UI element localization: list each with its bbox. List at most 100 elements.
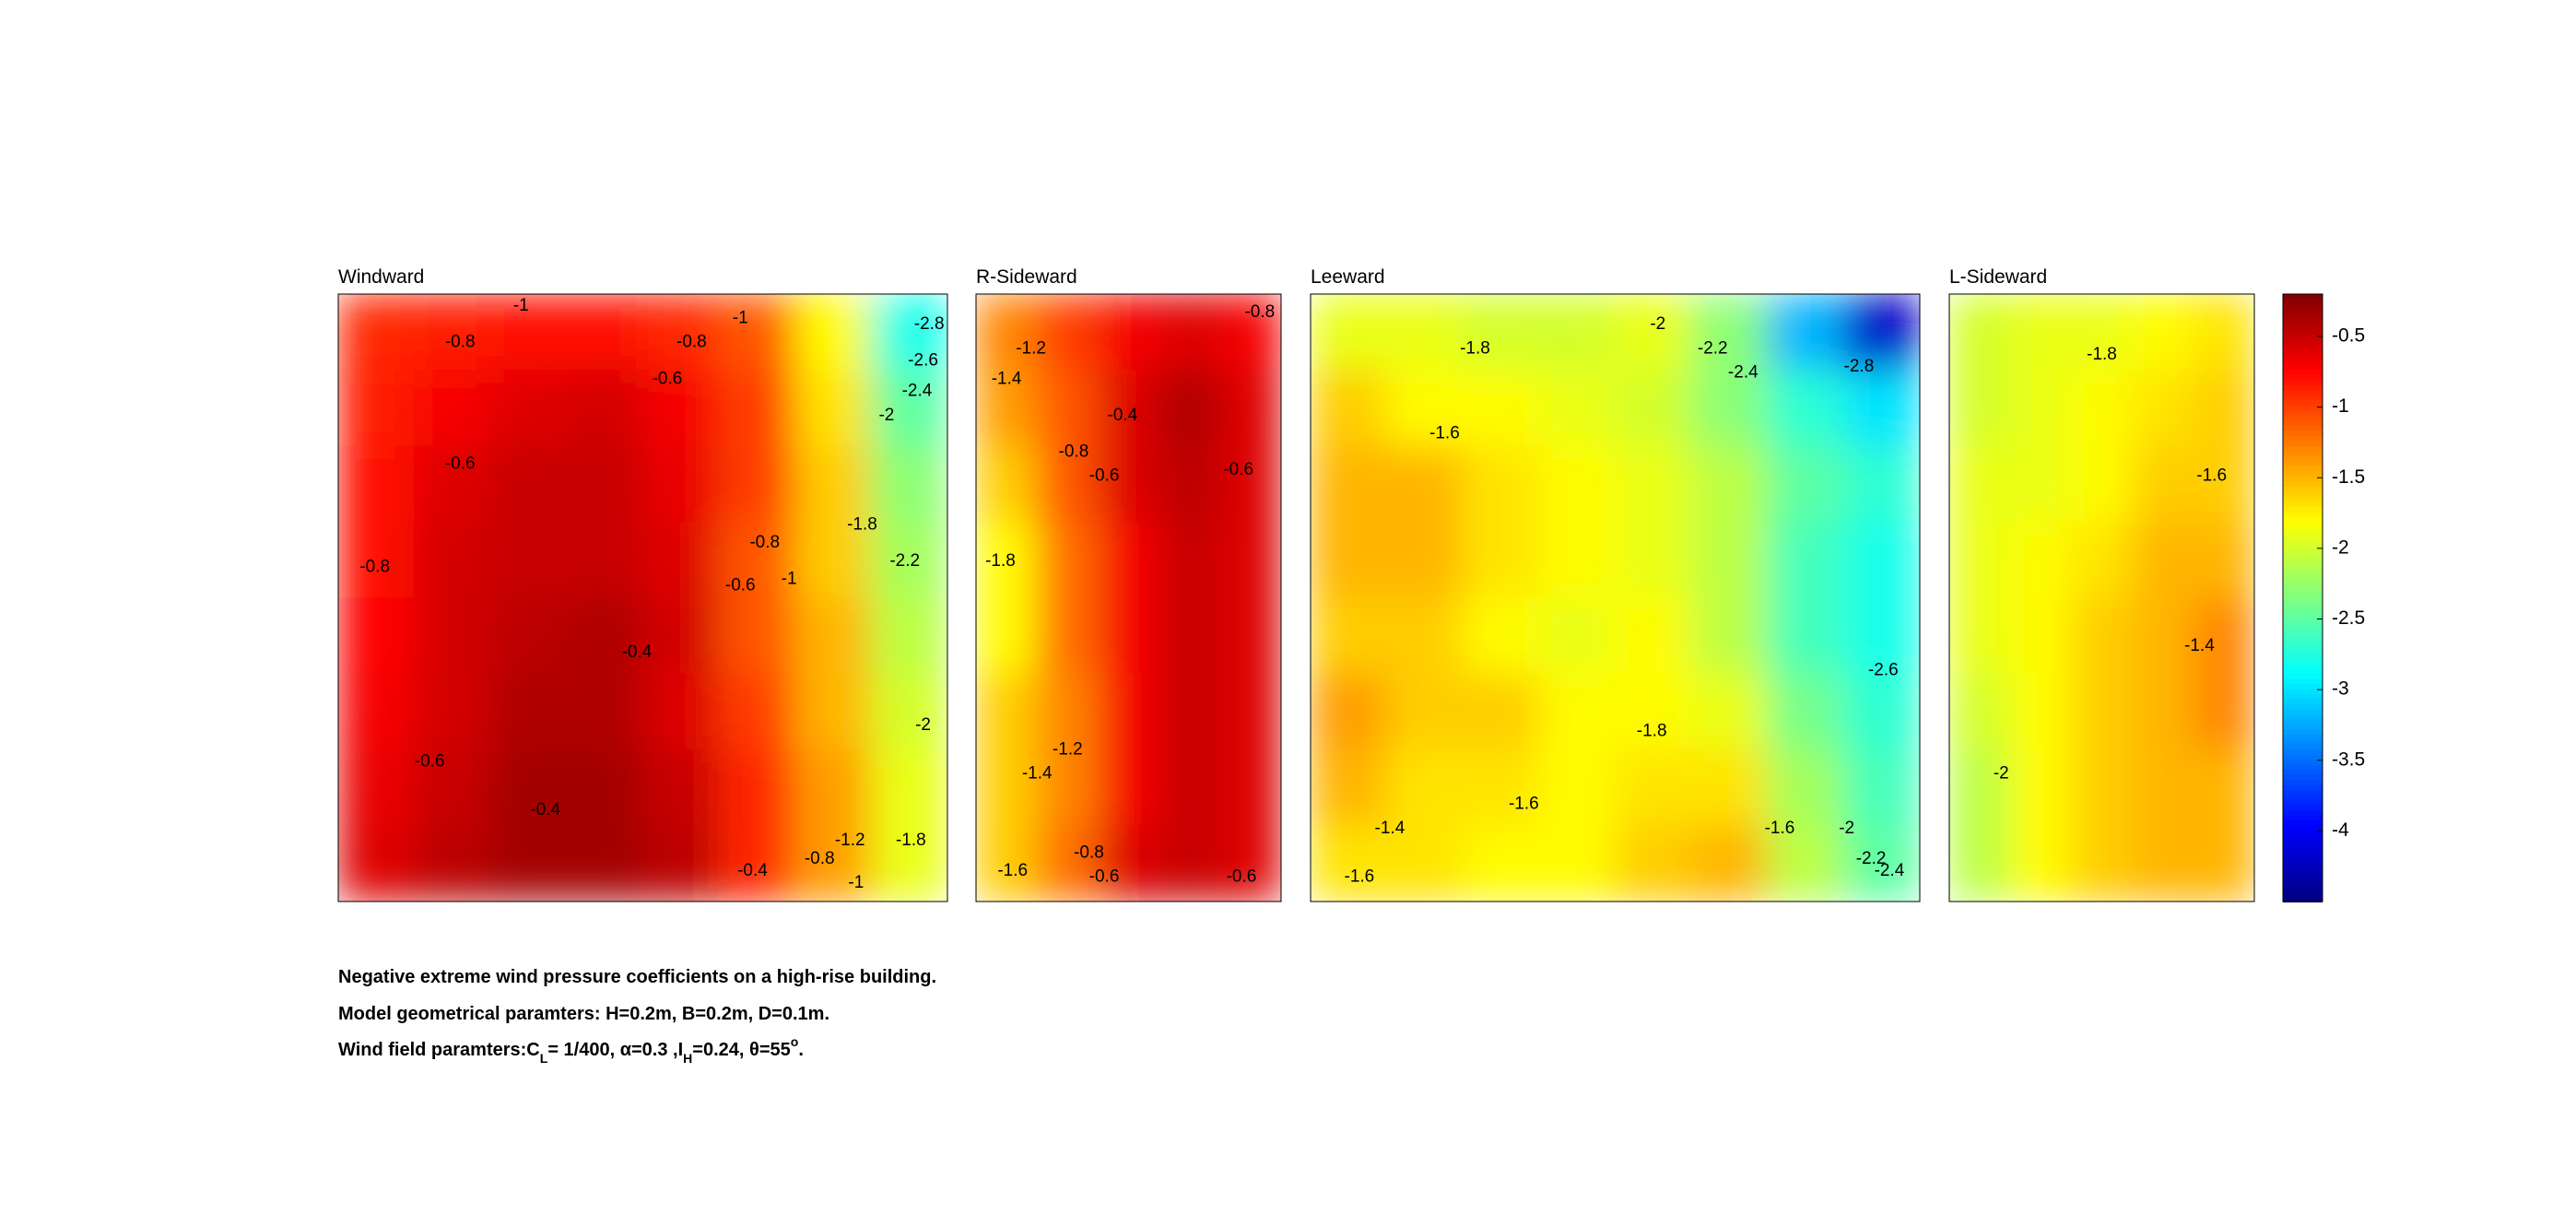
colorbar-swatch	[2283, 724, 2323, 731]
field-cell	[976, 369, 1038, 447]
contour-label: -1.6	[1765, 819, 1795, 838]
colorbar-swatch	[2283, 512, 2323, 518]
field-cell	[338, 521, 416, 598]
panel-title: R-Sideward	[976, 266, 1077, 288]
field-cell	[1097, 673, 1160, 750]
colorbar-swatch	[2283, 855, 2323, 863]
colorbar-swatch	[2283, 370, 2323, 376]
field-cell	[2132, 445, 2194, 523]
field-cell	[338, 673, 416, 750]
contour-label: -2.8	[914, 314, 945, 334]
caption-sub: L	[540, 1051, 548, 1066]
colorbar-tick-label: -3	[2332, 678, 2349, 700]
field-cell	[1949, 673, 2011, 750]
colorbar-swatch	[2283, 410, 2323, 417]
field-cell	[489, 521, 568, 598]
contour-label: -1.6	[1509, 795, 1539, 814]
contour-label: -1.2	[1016, 338, 1046, 358]
field-cell	[2193, 445, 2254, 523]
contour-label: -1.8	[2087, 345, 2117, 364]
field-cell	[870, 673, 947, 750]
field-cell	[1386, 749, 1464, 827]
field-cell	[718, 673, 796, 750]
field-cell	[1615, 597, 1692, 675]
caption-part: = 1/400, α=0.3 ,I	[547, 1040, 683, 1060]
field-cell	[976, 825, 1038, 902]
field-cell	[2009, 597, 2072, 675]
colorbar-swatch	[2283, 451, 2323, 457]
field-cell	[1219, 445, 1281, 523]
panel: Leeward-1.8-2-2.2-2.4 -2.8-1.6-2.6-1.8-1.…	[1310, 266, 1921, 902]
field-cell	[1842, 597, 1920, 675]
contour-label: -1.6	[1429, 424, 1460, 443]
colorbar-swatch	[2283, 886, 2323, 893]
colorbar-swatch	[2283, 577, 2323, 584]
field-cell	[1097, 445, 1160, 523]
captions: Negative extreme wind pressure coefficie…	[338, 967, 936, 1066]
field-cell	[1097, 825, 1160, 902]
colorbar-swatch	[2283, 294, 2323, 301]
field-cell	[1615, 673, 1692, 750]
colorbar-swatch	[2283, 668, 2323, 675]
field-cell	[1842, 749, 1920, 827]
contour-label: -0.6	[653, 369, 683, 388]
contour-label: -0.4	[622, 642, 653, 662]
field-cell	[1036, 597, 1099, 675]
field-cell	[1767, 294, 1844, 371]
contour-label: -0.4	[737, 861, 768, 880]
field-cell	[1949, 521, 2011, 598]
field-cell	[2132, 825, 2194, 902]
contour-label: -1.4	[2184, 636, 2215, 655]
field-cell	[642, 749, 720, 827]
field-clip	[1949, 294, 2254, 902]
field-cell	[794, 445, 872, 523]
field-cell	[1097, 597, 1160, 675]
colorbar-tick-label: -3.5	[2332, 749, 2365, 770]
contour-label: -2.2	[889, 551, 920, 571]
field-cell	[1690, 597, 1769, 675]
field-cell	[870, 521, 947, 598]
colorbar-swatch	[2283, 795, 2323, 802]
colorbar-swatch	[2283, 364, 2323, 371]
colorbar-swatch	[2283, 299, 2323, 305]
field-cell	[1538, 521, 1616, 598]
colorbar: -0.5 -1 -1.5 -2 -2.5 -3 -3.5 -4	[2282, 293, 2365, 902]
colorbar-swatch	[2283, 572, 2323, 579]
contour-label: -1.6	[2196, 466, 2227, 486]
field-cell	[1615, 749, 1692, 827]
colorbar-frame	[2282, 293, 2323, 902]
field-cell	[2132, 294, 2194, 371]
contour-label: -1.8	[985, 551, 1016, 571]
caption-part: Wind field paramters:C	[338, 1040, 540, 1060]
field-cell	[1462, 825, 1540, 902]
colorbar-swatch	[2283, 871, 2323, 878]
field-cell	[1159, 825, 1221, 902]
colorbar-swatch	[2283, 466, 2323, 473]
contour-label: -0.8	[1059, 442, 1089, 461]
caption-sub: H	[683, 1051, 692, 1066]
colorbar-swatch	[2283, 729, 2323, 736]
colorbar-swatch	[2283, 780, 2323, 786]
colorbar-swatch	[2283, 339, 2323, 346]
field-cell	[1036, 825, 1099, 902]
field-cell	[338, 445, 416, 523]
colorbar-swatch	[2283, 835, 2323, 843]
field-cell	[1386, 521, 1464, 598]
colorbar-swatch	[2283, 744, 2323, 751]
colorbar-swatch	[2283, 313, 2323, 321]
colorbar-swatch	[2283, 441, 2323, 447]
colorbar-swatch	[2283, 516, 2323, 524]
field-cell	[1949, 369, 2011, 447]
colorbar-swatch	[2283, 642, 2323, 650]
colorbar-swatch	[2283, 344, 2323, 351]
colorbar-swatch	[2283, 420, 2323, 427]
field-cell	[642, 673, 720, 750]
colorbar-swatch	[2283, 435, 2323, 442]
field-cell	[1159, 749, 1221, 827]
field-cell	[414, 445, 491, 523]
colorbar-swatch	[2283, 405, 2323, 412]
field-cell	[1767, 825, 1844, 902]
field-cell	[1842, 294, 1920, 371]
colorbar-swatch	[2283, 471, 2323, 477]
contour-label: -0.6	[1227, 867, 1257, 887]
